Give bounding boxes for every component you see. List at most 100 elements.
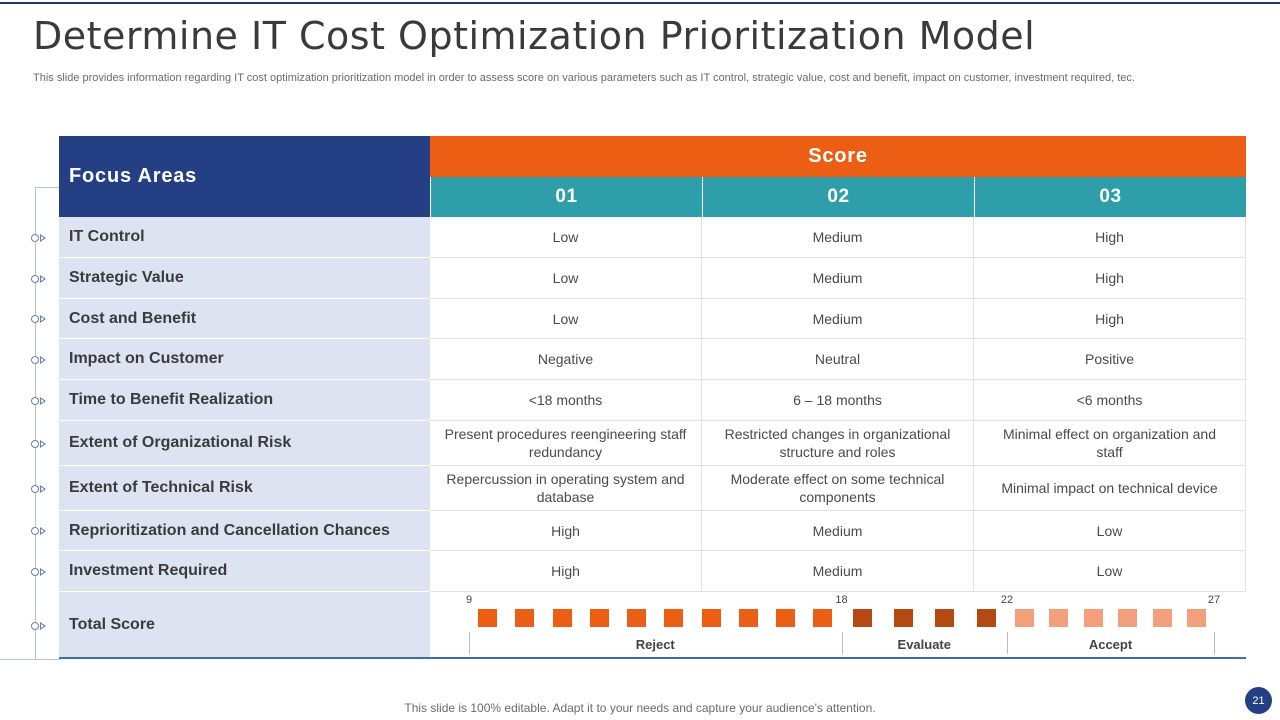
connector-rail-bottom <box>0 659 60 660</box>
scale-square-evaluate <box>852 609 872 627</box>
table-row: Cost and Benefit Low Medium High <box>59 299 1246 339</box>
focus-area-label: Extent of Organizational Risk <box>59 421 430 466</box>
scale-separator <box>1007 632 1009 654</box>
table-row: Extent of Organizational Risk Present pro… <box>59 421 1246 466</box>
focus-area-label: Extent of Technical Risk <box>59 466 430 511</box>
score-cell: Neutral <box>702 339 974 380</box>
page-number-badge: 21 <box>1245 687 1272 714</box>
scale-square-reject <box>478 609 498 627</box>
total-score-label: Total Score <box>59 592 430 659</box>
scale-square-accept <box>1083 609 1103 627</box>
row-bullet-icon <box>31 274 49 284</box>
connector-rail-top <box>35 187 60 188</box>
table-row: Time to Benefit Realization <18 months 6 –… <box>59 380 1246 421</box>
row-bullet-icon <box>31 526 49 536</box>
column-header-02: 02 <box>702 177 974 217</box>
scale-square-reject <box>664 609 684 627</box>
scale-square-reject <box>776 609 796 627</box>
score-cell: 6 – 18 months <box>702 380 974 421</box>
score-cell: Present procedures reengineering staff r… <box>430 421 702 466</box>
scale-square-evaluate <box>935 609 955 627</box>
connector-rail <box>35 187 36 659</box>
score-cell: Medium <box>702 258 974 299</box>
score-cell: Negative <box>430 339 702 380</box>
scale-square-reject <box>552 609 572 627</box>
footer-note: This slide is 100% editable. Adapt it to… <box>404 701 876 715</box>
total-score-row: Total Score 9 18 22 27 Reject Evaluate Accept <box>59 592 1246 659</box>
scale-square-evaluate <box>976 609 996 627</box>
scale-band-label: Evaluate <box>897 637 952 652</box>
focus-area-label: Reprioritization and Cancellation Chance… <box>59 511 430 551</box>
focus-area-label: Strategic Value <box>59 258 430 299</box>
focus-area-label: IT Control <box>59 217 430 258</box>
scale-tick-label: 27 <box>1207 594 1221 606</box>
score-cell: Low <box>430 217 702 258</box>
row-bullet-icon <box>31 567 49 577</box>
row-bullet-icon <box>31 355 49 365</box>
row-bullet-icon <box>31 439 49 449</box>
scale-band-label: Accept <box>1088 637 1133 652</box>
scale-square-evaluate <box>894 609 914 627</box>
slide-title: Determine IT Cost Optimization Prioritiz… <box>33 14 1036 58</box>
column-header-03: 03 <box>974 177 1246 217</box>
score-cell: Low <box>974 511 1246 551</box>
table-row: Extent of Technical Risk Repercussion in … <box>59 466 1246 511</box>
table-row: Investment Required High Medium Low <box>59 551 1246 592</box>
top-rule <box>0 2 1280 4</box>
row-bullet-icon <box>31 484 49 494</box>
score-cell: High <box>974 299 1246 339</box>
score-cell: <6 months <box>974 380 1246 421</box>
score-cell: Low <box>430 258 702 299</box>
score-cell: High <box>974 217 1246 258</box>
row-bullet-icon <box>31 233 49 243</box>
focus-area-label: Investment Required <box>59 551 430 592</box>
scale-square-accept <box>1152 609 1172 627</box>
scale-band-label: Reject <box>635 637 675 652</box>
scale-square-accept <box>1118 609 1138 627</box>
column-header-01: 01 <box>430 177 702 217</box>
row-bullet-icon <box>31 396 49 406</box>
table-row: IT Control Low Medium High <box>59 217 1246 258</box>
table-row: Impact on Customer Negative Neutral Positiv… <box>59 339 1246 380</box>
score-cell: High <box>430 551 702 592</box>
scale-square-accept <box>1187 609 1207 627</box>
scale-separator <box>469 632 470 654</box>
scale-tick-label: 22 <box>1000 594 1014 606</box>
scale-separator <box>1214 632 1215 654</box>
scale-separator <box>841 632 843 654</box>
score-cell: Restricted changes in organizational str… <box>702 421 974 466</box>
score-cell: Medium <box>702 551 974 592</box>
score-cell: Medium <box>702 511 974 551</box>
score-cell: Medium <box>702 217 974 258</box>
score-cell: Medium <box>702 299 974 339</box>
focus-area-label: Impact on Customer <box>59 339 430 380</box>
score-cell: High <box>430 511 702 551</box>
scale-tick-label: 9 <box>465 594 473 606</box>
scale-square-reject <box>813 609 833 627</box>
focus-area-label: Cost and Benefit <box>59 299 430 339</box>
score-cell: Low <box>430 299 702 339</box>
score-cell: Minimal impact on technical device <box>974 466 1246 511</box>
score-cell: Minimal effect on organization and staff <box>974 421 1246 466</box>
scale-square-accept <box>1014 609 1034 627</box>
total-score-scale: 9 18 22 27 Reject Evaluate Accept <box>430 592 1246 659</box>
score-cell: Repercussion in operating system and dat… <box>430 466 702 511</box>
slide-subtitle: This slide provides information regardin… <box>33 72 1135 84</box>
focus-areas-header: Focus Areas <box>59 136 430 217</box>
scale-tick-label: 18 <box>835 594 848 606</box>
scale-square-reject <box>738 609 758 627</box>
table-row: Strategic Value Low Medium High <box>59 258 1246 299</box>
table-row: Reprioritization and Cancellation Chance… <box>59 511 1246 551</box>
score-cell: High <box>974 258 1246 299</box>
scale-square-accept <box>1049 609 1069 627</box>
score-header: Score <box>430 136 1246 177</box>
focus-area-label: Time to Benefit Realization <box>59 380 430 421</box>
row-bullet-icon <box>31 314 49 324</box>
scale-square-reject <box>701 609 721 627</box>
scale-square-reject <box>627 609 647 627</box>
scale-square-reject <box>589 609 609 627</box>
score-cell: Positive <box>974 339 1246 380</box>
scale-square-reject <box>515 609 535 627</box>
score-cell: Low <box>974 551 1246 592</box>
score-cell: <18 months <box>430 380 702 421</box>
